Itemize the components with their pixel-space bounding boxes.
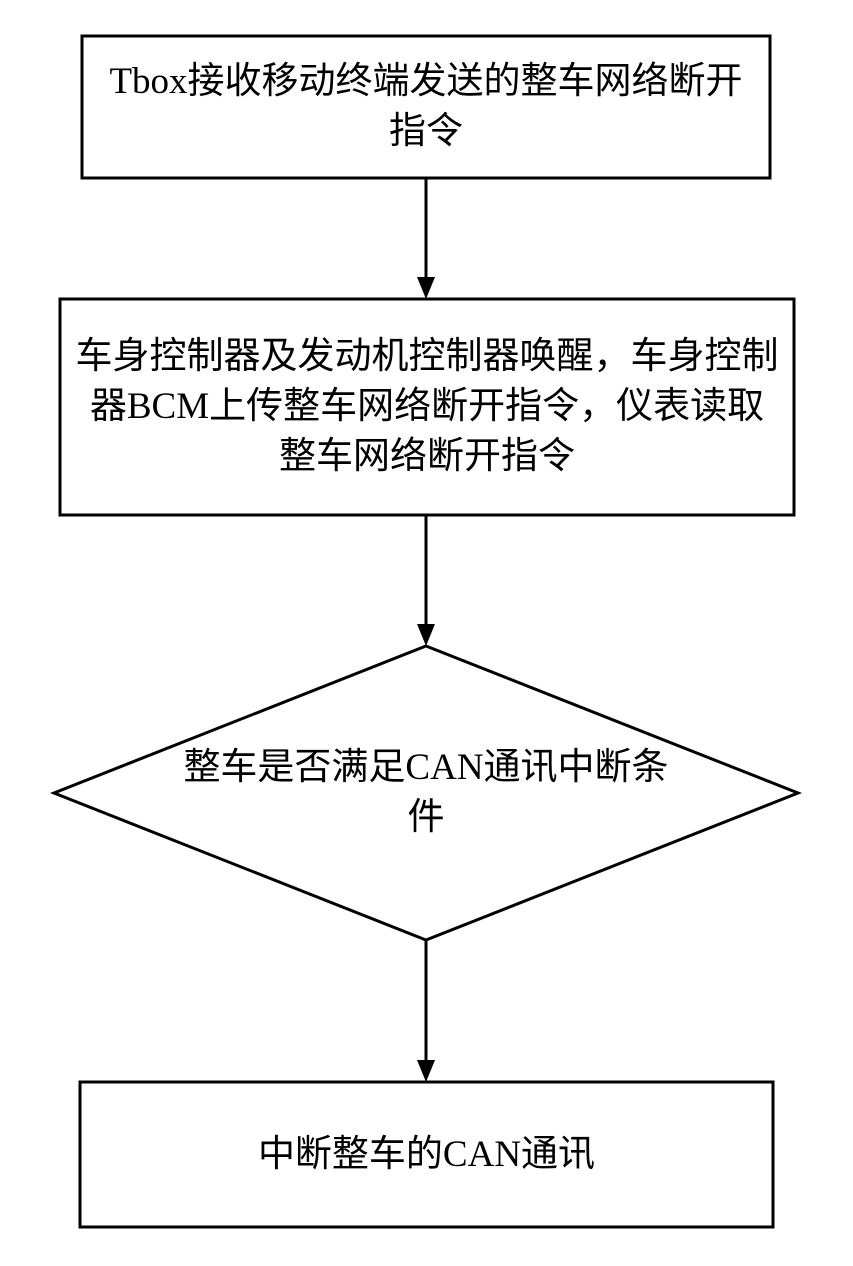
flow-node-interrupt-can: 中断整车的CAN通讯 [80, 1082, 773, 1227]
flow-node-bcm-wakeup: 车身控制器及发动机控制器唤醒，车身控制器BCM上传整车网络断开指令，仪表读取整车… [60, 299, 794, 515]
flow-node-tbox-receive: Tbox接收移动终端发送的整车网络断开指令 [82, 36, 770, 178]
